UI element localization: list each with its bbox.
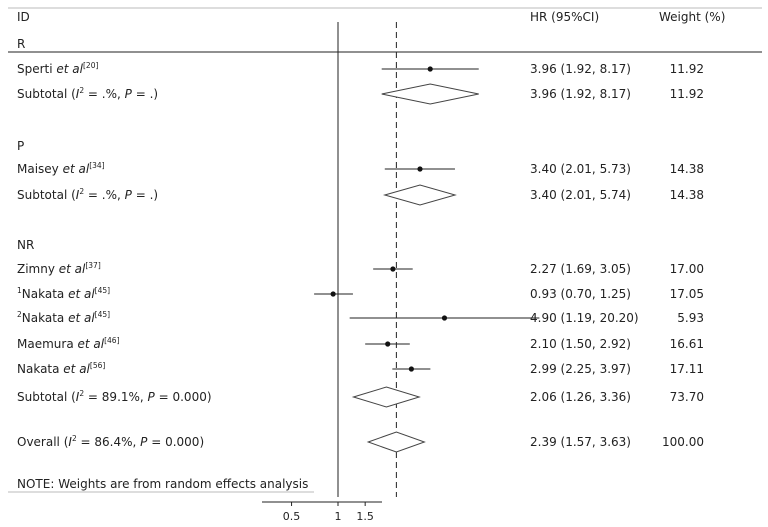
study-author: Nakata (17, 362, 63, 376)
study-label: 2Nakata et al[45] (17, 310, 110, 325)
study-ref: [56] (90, 361, 105, 370)
study-ref: [45] (95, 310, 110, 319)
weight-text: 17.05 (670, 287, 704, 301)
study-ref: [20] (83, 61, 98, 70)
weight-text: 17.00 (670, 262, 704, 276)
p-value: = .) (132, 87, 158, 101)
hr-ci-text: 2.99 (2.25, 3.97) (530, 362, 631, 376)
point-estimate (408, 366, 414, 372)
hr-ci-text: 3.96 (1.92, 8.17) (530, 62, 631, 76)
hr-ci-text: 2.39 (1.57, 3.63) (530, 435, 631, 449)
study-author: Nakata (22, 287, 68, 301)
hr-ci-text: 0.93 (0.70, 1.25) (530, 287, 631, 301)
pooled-label: Overall (I2 = 86.4%, P = 0.000) (17, 434, 204, 449)
group-label: NR (17, 238, 34, 252)
study-author: Sperti (17, 62, 56, 76)
point-estimate (385, 341, 391, 347)
weight-text: 17.11 (670, 362, 704, 376)
weight-text: 11.92 (670, 62, 704, 76)
study-ref: [34] (89, 161, 104, 170)
study-label: Maemura et al[46] (17, 336, 120, 351)
weight-text: 11.92 (670, 87, 704, 101)
pooled-label: Subtotal (I2 = 89.1%, P = 0.000) (17, 389, 212, 404)
study-author: Maisey (17, 162, 63, 176)
weight-text: 16.61 (670, 337, 704, 351)
group-label: P (17, 139, 24, 153)
study-author: Maemura (17, 337, 78, 351)
hr-ci-text: 3.40 (2.01, 5.73) (530, 162, 631, 176)
x-tick-label: 1 (335, 510, 342, 523)
p-value: = .) (132, 188, 158, 202)
weight-text: 14.38 (670, 188, 704, 202)
weight-text: 73.70 (670, 390, 704, 404)
hr-ci-text: 4.90 (1.19, 20.20) (530, 311, 639, 325)
hr-ci-text: 2.10 (1.50, 2.92) (530, 337, 631, 351)
study-label: Maisey et al[34] (17, 161, 105, 176)
study-ref: [37] (85, 261, 100, 270)
point-estimate (330, 291, 336, 297)
pooled-diamond (366, 431, 426, 453)
pooled-diamond (382, 184, 457, 206)
weight-header: Weight (%) (659, 10, 725, 24)
point-estimate (427, 66, 433, 72)
x-tick-label: 0.5 (283, 510, 301, 523)
hr-ci-text: 3.40 (2.01, 5.74) (530, 188, 631, 202)
study-prefix: 2 (17, 310, 22, 319)
point-estimate (390, 266, 396, 272)
pooled-diamond (381, 83, 479, 105)
footnote: NOTE: Weights are from random effects an… (17, 477, 308, 491)
id-header: ID (17, 10, 30, 24)
pooled-diamond (351, 386, 421, 408)
weight-text: 100.00 (662, 435, 704, 449)
study-label: Zimny et al[37] (17, 261, 101, 276)
hr-ci-text: 2.06 (1.26, 3.36) (530, 390, 631, 404)
study-author: Zimny (17, 262, 59, 276)
pooled-label: Subtotal (I2 = .%, P = .) (17, 86, 158, 101)
study-label: Sperti et al[20] (17, 61, 98, 76)
hr-header: HR (95%CI) (530, 10, 599, 24)
pooled-label: Subtotal (I2 = .%, P = .) (17, 187, 158, 202)
study-ref: [45] (95, 286, 110, 295)
point-estimate (441, 315, 448, 321)
hr-ci-text: 2.27 (1.69, 3.05) (530, 262, 631, 276)
weight-text: 14.38 (670, 162, 704, 176)
group-label: R (17, 37, 25, 51)
point-estimate (417, 166, 423, 172)
p-value: = 0.000) (155, 390, 212, 404)
study-prefix: 1 (17, 286, 22, 295)
study-ref: [46] (104, 336, 119, 345)
study-label: Nakata et al[56] (17, 361, 105, 376)
hr-ci-text: 3.96 (1.92, 8.17) (530, 87, 631, 101)
x-tick-label: 1.5 (356, 510, 374, 523)
study-author: Nakata (22, 311, 68, 325)
p-value: = 0.000) (147, 435, 204, 449)
weight-text: 5.93 (677, 311, 704, 325)
study-label: 1Nakata et al[45] (17, 286, 110, 301)
